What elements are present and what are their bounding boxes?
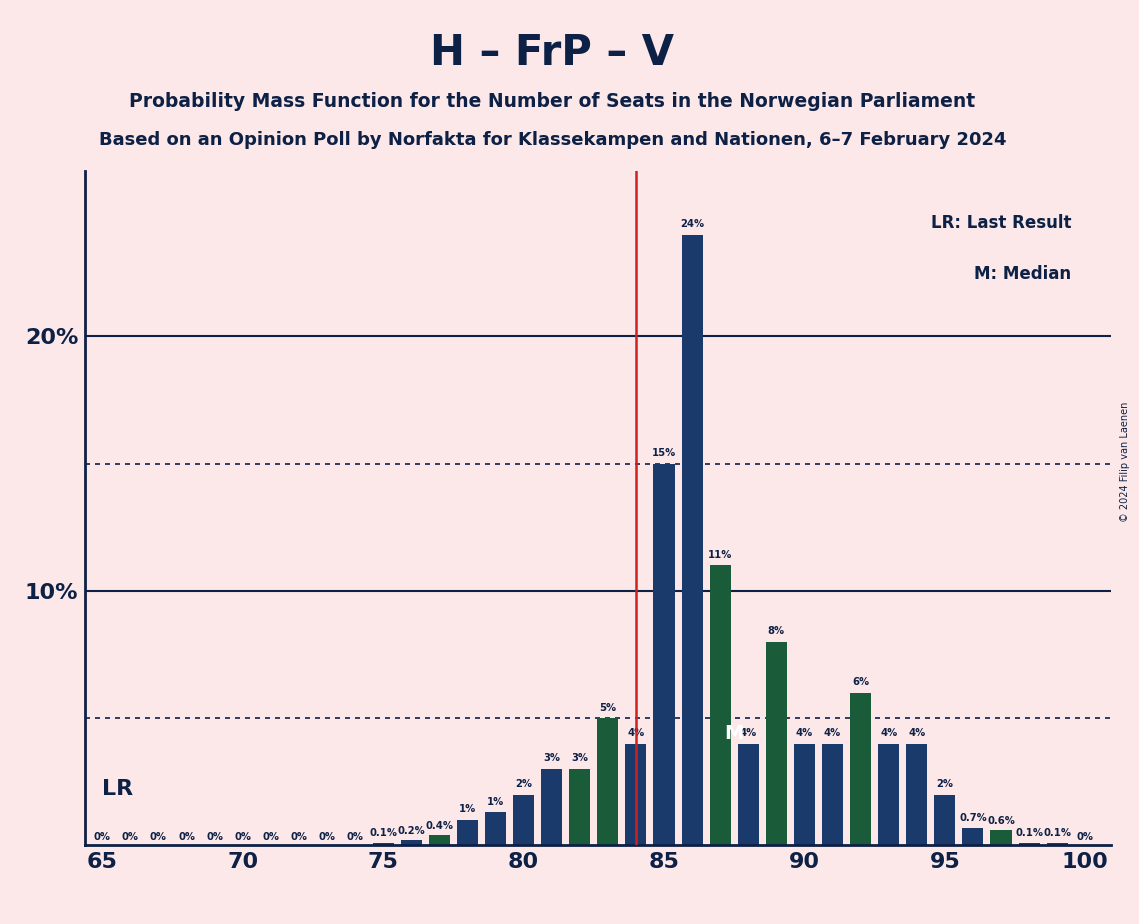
Text: 3%: 3% [543,753,560,763]
Bar [878,744,899,845]
Text: M: M [724,724,744,743]
Text: 4%: 4% [739,728,756,738]
Text: 0%: 0% [235,833,252,843]
Bar [907,744,927,845]
Text: 0%: 0% [122,833,139,843]
Bar [738,744,759,845]
Text: 11%: 11% [708,550,732,560]
Text: 0%: 0% [150,833,167,843]
Text: 0.4%: 0.4% [425,821,453,831]
Bar [428,835,450,845]
Text: 2%: 2% [515,779,532,789]
Bar [570,769,590,845]
Text: 15%: 15% [652,448,677,458]
Bar [457,820,478,845]
Text: 0%: 0% [319,833,336,843]
Bar [401,840,421,845]
Text: 4%: 4% [796,728,813,738]
Bar [822,744,843,845]
Bar [372,843,394,845]
Bar [962,828,983,845]
Text: 0.1%: 0.1% [1015,828,1043,838]
Bar [513,795,534,845]
Text: Based on an Opinion Poll by Norfakta for Klassekampen and Nationen, 6–7 February: Based on an Opinion Poll by Norfakta for… [99,131,1006,149]
Bar [541,769,563,845]
Text: 0%: 0% [290,833,308,843]
Text: H – FrP – V: H – FrP – V [431,32,674,74]
Text: 0.6%: 0.6% [988,816,1015,826]
Bar [1047,843,1067,845]
Text: 0%: 0% [93,833,110,843]
Bar [681,235,703,845]
Text: M: Median: M: Median [974,265,1071,283]
Text: 0.2%: 0.2% [398,826,425,836]
Text: 0%: 0% [262,833,279,843]
Text: 1%: 1% [486,796,505,807]
Text: 5%: 5% [599,702,616,712]
Text: 4%: 4% [908,728,925,738]
Bar [765,642,787,845]
Bar [794,744,814,845]
Text: © 2024 Filip van Laenen: © 2024 Filip van Laenen [1121,402,1130,522]
Text: 0.1%: 0.1% [369,828,398,838]
Bar [850,693,871,845]
Text: 24%: 24% [680,219,704,229]
Text: 2%: 2% [936,779,953,789]
Text: 0.7%: 0.7% [959,813,986,823]
Bar [485,812,506,845]
Text: 6%: 6% [852,677,869,687]
Text: 0.1%: 0.1% [1043,828,1071,838]
Text: 4%: 4% [823,728,841,738]
Text: LR: Last Result: LR: Last Result [931,214,1071,232]
Text: Probability Mass Function for the Number of Seats in the Norwegian Parliament: Probability Mass Function for the Number… [130,92,975,112]
Bar [654,464,674,845]
Text: 0%: 0% [1076,833,1093,843]
Bar [991,830,1011,845]
Text: 4%: 4% [880,728,898,738]
Text: 3%: 3% [572,753,588,763]
Text: 0%: 0% [346,833,363,843]
Text: LR: LR [103,780,133,799]
Bar [934,795,956,845]
Text: 1%: 1% [459,805,476,814]
Text: 8%: 8% [768,626,785,637]
Bar [625,744,647,845]
Bar [1018,843,1040,845]
Bar [710,565,731,845]
Text: 4%: 4% [628,728,645,738]
Text: 0%: 0% [206,833,223,843]
Bar [597,718,618,845]
Text: 0%: 0% [178,833,195,843]
